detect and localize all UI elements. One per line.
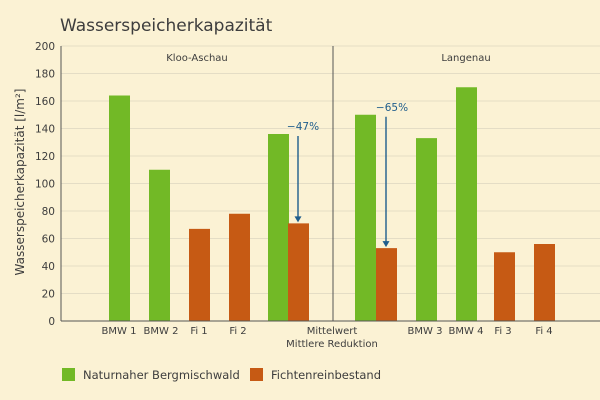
bar [149, 169, 170, 321]
mean-bar [355, 114, 376, 321]
bar [229, 213, 250, 321]
x-tick-label: Fi 4 [535, 326, 552, 337]
x-tick-label: BMW 4 [449, 326, 484, 337]
mean-bar [288, 223, 309, 321]
legend-swatch [250, 368, 263, 381]
x-tick-label: Fi 2 [229, 326, 246, 337]
y-tick-label: 80 [42, 206, 55, 218]
y-tick-label: 120 [35, 151, 55, 163]
y-tick-label: 60 [42, 234, 55, 246]
y-tick-label: 100 [35, 179, 55, 191]
axes [60, 46, 600, 322]
x-tick-label: Fi 1 [190, 326, 207, 337]
y-axis-label: Wasserspeicherkapazität [l/m²] [13, 89, 27, 276]
mean-bar [268, 134, 289, 321]
y-tick-label: 0 [48, 316, 55, 328]
x-tick-label: Fi 3 [494, 326, 511, 337]
bars [109, 87, 555, 321]
y-tick-label: 160 [35, 96, 55, 108]
y-tick-label: 40 [42, 261, 55, 273]
mean-bar [376, 248, 397, 321]
gridlines [61, 45, 600, 294]
x-tick-label: BMW 1 [102, 326, 137, 337]
labels: 0 20 40 60 80 100 120 140 160 180 200 Kloo-Aschau La… [35, 41, 553, 350]
panel-title: Langenau [441, 53, 490, 64]
arrow-head [294, 216, 302, 223]
mean-reduction-label: Mittlere Reduktion [286, 339, 378, 350]
y-tick-label: 140 [35, 124, 55, 136]
y-tick-label: 200 [35, 41, 55, 53]
x-tick-label: BMW 3 [408, 326, 443, 337]
x-tick-label: BMW 2 [144, 326, 179, 337]
bar [189, 228, 210, 321]
legend-swatch [62, 368, 75, 381]
reduction-label: −47% [287, 121, 319, 133]
bar [416, 138, 437, 321]
y-tick-label: 180 [35, 69, 55, 81]
legend: Naturnaher Bergmischwald Fichtenreinbesta… [62, 368, 381, 382]
panel-title: Kloo-Aschau [166, 53, 228, 64]
bar [534, 244, 555, 321]
reduction-label: −65% [376, 102, 408, 114]
arrow-head [382, 241, 390, 248]
bar [109, 95, 130, 321]
legend-label: Fichtenreinbestand [271, 368, 381, 382]
y-tick-label: 20 [42, 289, 55, 301]
chart-title: Wasserspeicherkapazität [60, 16, 273, 36]
legend-label: Naturnaher Bergmischwald [83, 368, 240, 382]
bar [456, 87, 477, 321]
mean-label: Mittelwert [307, 326, 358, 337]
bar [494, 252, 515, 321]
